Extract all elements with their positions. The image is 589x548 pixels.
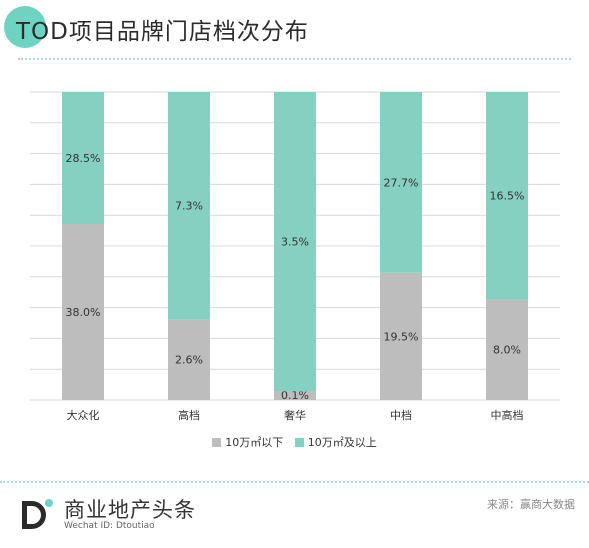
data-label: 7.3% — [175, 200, 203, 213]
stacked-bar-chart: 38.0% 28.5% 大众化 2.6% 7.3% 高档 0.1% 3.5% 奢华 19.5% 27… — [30, 91, 560, 422]
bar-segment — [62, 92, 104, 224]
legend-item-small: 10万㎡以下 — [212, 434, 283, 450]
category-tick-label: 大众化 — [67, 408, 100, 422]
category-tick-label: 高档 — [178, 408, 200, 422]
data-label: 19.5% — [384, 330, 419, 343]
bar-segment — [380, 92, 422, 273]
data-label: 0.1% — [281, 389, 309, 402]
legend-item-large: 10万㎡及以上 — [294, 434, 377, 450]
bar-segment — [380, 272, 422, 400]
top-divider — [18, 58, 571, 60]
chart-legend: 10万㎡以下 10万㎡及以上 — [0, 434, 589, 450]
bar-segment — [168, 319, 210, 400]
category-tick-label: 中高档 — [491, 408, 524, 422]
bar-segment — [168, 92, 210, 320]
bar-segment — [486, 299, 528, 400]
legend-swatch-small — [212, 437, 222, 447]
bar-segment — [274, 92, 316, 392]
bottom-divider — [0, 481, 589, 483]
title-decoration-dot — [4, 6, 46, 48]
bar-segment — [62, 224, 104, 400]
data-label: 8.0% — [493, 344, 521, 357]
legend-label-small: 10万㎡以下 — [225, 436, 284, 449]
bar-segment — [486, 92, 528, 300]
chart-title: TOD项目品牌门店档次分布 — [16, 19, 309, 45]
data-label: 16.5% — [490, 190, 525, 203]
data-source: 来源：赢商大数据 — [487, 498, 575, 511]
brand-name: 商业地产头条 — [64, 498, 196, 522]
data-label: 2.6% — [175, 354, 203, 367]
legend-swatch-large — [294, 437, 304, 447]
data-label: 38.0% — [66, 306, 101, 319]
category-tick-label: 中档 — [390, 408, 412, 422]
data-label: 28.5% — [66, 152, 101, 165]
brand-wechat-id: Wechat ID: Dtoutiao — [64, 521, 155, 531]
legend-label-large: 10万㎡及以上 — [307, 436, 377, 449]
data-label: 27.7% — [384, 176, 419, 189]
bar-segment — [274, 391, 316, 400]
category-tick-label: 奢华 — [284, 408, 306, 422]
data-label: 3.5% — [281, 236, 309, 249]
brand-logo-icon — [22, 499, 53, 529]
